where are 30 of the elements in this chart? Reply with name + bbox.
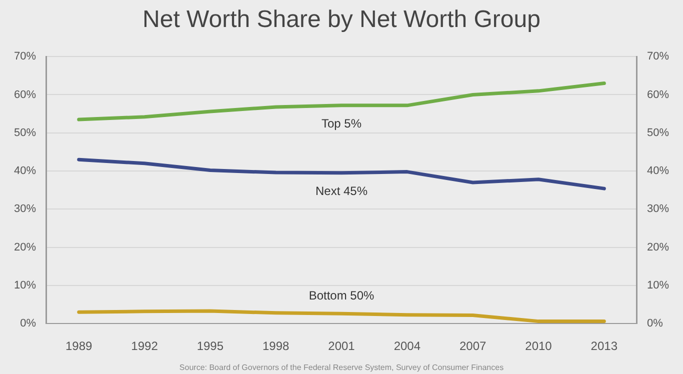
y2-tick-label: 70%: [646, 50, 670, 63]
y-tick-label: 30%: [14, 203, 36, 216]
y2-tick-label: 50%: [646, 126, 670, 139]
source-note: Source: Board of Governors of the Federal Reserve System, Survey of Consumer Finances: [179, 363, 504, 372]
x-tick-label: 2013: [590, 339, 618, 354]
x-tick-label: 1992: [131, 339, 158, 354]
x-tick-label: 2007: [459, 339, 486, 354]
y-tick-label: 10%: [14, 279, 36, 292]
x-tick-label: 1989: [65, 339, 93, 354]
y2-tick-label: 10%: [646, 279, 670, 292]
series-label: Next 45%: [315, 184, 368, 198]
x-tick-label: 1995: [196, 339, 224, 354]
y-tick-label: 40%: [14, 165, 36, 178]
y-tick-label: 60%: [14, 88, 36, 101]
y2-tick-label: 60%: [646, 88, 670, 101]
x-tick-label: 2001: [328, 339, 356, 354]
chart-title: Net Worth Share by Net Worth Group: [142, 5, 542, 35]
y2-tick-label: 30%: [646, 203, 670, 216]
y-tick-label: 20%: [14, 241, 36, 254]
x-tick-label: 2010: [525, 339, 552, 354]
y-tick-label: 70%: [14, 50, 36, 63]
y-tick-label: 0%: [20, 318, 36, 330]
series-label: Bottom 50%: [308, 288, 375, 303]
y2-tick-label: 20%: [646, 241, 670, 254]
series-label: Top 5%: [321, 116, 362, 130]
y2-tick-label: 40%: [646, 165, 670, 178]
y-tick-label: 50%: [14, 126, 36, 139]
y2-tick-label: 0%: [646, 318, 664, 330]
x-tick-label: 2004: [394, 339, 421, 354]
x-tick-label: 1998: [262, 339, 290, 354]
